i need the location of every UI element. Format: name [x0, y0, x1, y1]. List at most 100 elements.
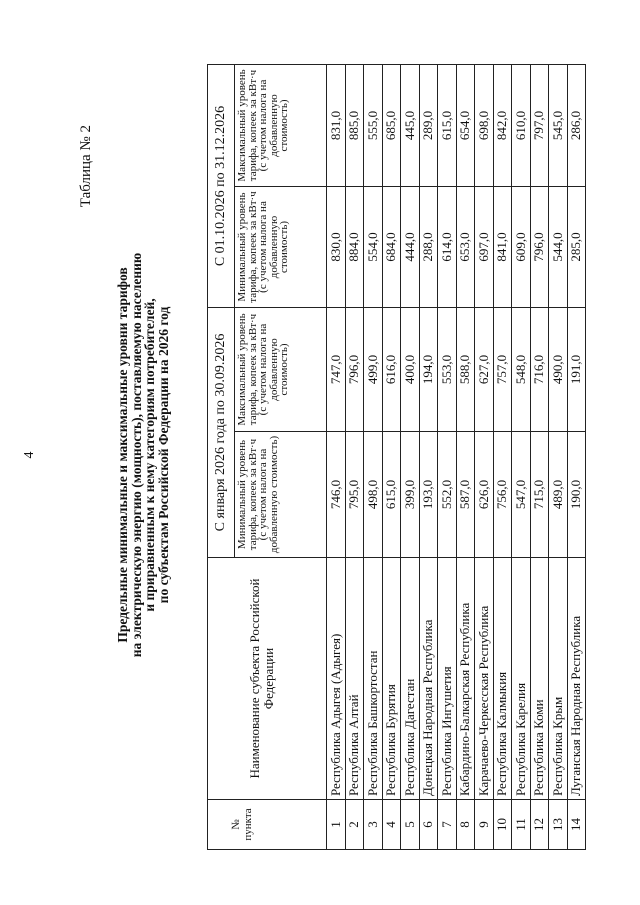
tariff-table: № пункта Наименование субъекта Российско… [207, 64, 586, 850]
title-line: по субъектам Российской Федерации на 202… [155, 306, 171, 604]
table-row: 10 Республика Калмыкия 756,0 757,0 841,0 842,… [493, 64, 512, 850]
min-tariff-period-2: 796,0 [530, 186, 549, 308]
min-tariff-period-1: 626,0 [474, 431, 493, 558]
title-line: Предельные минимальные и максимальные ур… [115, 267, 130, 643]
table-row: 5 Республика Дагестан 399,0 400,0 444,0 445,0 [400, 64, 419, 850]
region-name: Республика Карелия [511, 557, 530, 800]
min-tariff-period-1: 795,0 [345, 431, 364, 558]
max-tariff-period-2: 610,0 [511, 64, 530, 187]
row-number: 10 [493, 799, 512, 850]
table-row: 4 Республика Бурятия 615,0 616,0 684,0 685,0 [382, 64, 401, 850]
row-number: 3 [363, 799, 382, 850]
min-tariff-period-1: 746,0 [326, 431, 345, 558]
region-name: Республика Крым [548, 557, 567, 800]
region-name: Луганская Народная Республика [567, 557, 586, 800]
min-tariff-period-1: 552,0 [437, 431, 456, 558]
header-period-2: С 01.10.2026 по 31.12.2026 [207, 64, 235, 308]
max-tariff-period-2: 797,0 [530, 64, 549, 187]
row-number: 2 [345, 799, 364, 850]
region-name: Республика Башкортостан [363, 557, 382, 800]
header-min-2: Минимальный уровень тарифа, копеек за кВ… [234, 186, 327, 308]
title-line: на электрическую энергию (мощность), пос… [128, 252, 144, 658]
min-tariff-period-2: 884,0 [345, 186, 364, 308]
table-row: 11 Республика Карелия 547,0 548,0 609,0 610,0 [511, 64, 530, 850]
region-name: Республика Алтай [345, 557, 364, 800]
max-tariff-period-1: 747,0 [326, 307, 345, 432]
table-row: 1 Республика Адыгея (Адыгея) 746,0 747,0 830… [326, 64, 345, 850]
row-number: 8 [456, 799, 475, 850]
header-max-1: Максимальный уровень тарифа, копеек за к… [234, 307, 327, 432]
table-row: 8 Кабардино-Балкарская Республика 587,0 588… [456, 64, 475, 850]
max-tariff-period-2: 654,0 [456, 64, 475, 187]
region-name: Республика Дагестан [400, 557, 419, 800]
min-tariff-period-1: 615,0 [382, 431, 401, 558]
region-name: Кабардино-Балкарская Республика [456, 557, 475, 800]
table-row: 3 Республика Башкортостан 498,0 499,0 554,0 5… [363, 64, 382, 850]
region-name: Республика Коми [530, 557, 549, 800]
min-tariff-period-1: 587,0 [456, 431, 475, 558]
min-tariff-period-1: 756,0 [493, 431, 512, 558]
region-name: Республика Калмыкия [493, 557, 512, 800]
row-number: 6 [419, 799, 438, 850]
row-number: 14 [567, 799, 586, 850]
table-row: 6 Донецкая Народная Республика 193,0 194,0 2… [419, 64, 438, 850]
max-tariff-period-1: 194,0 [419, 307, 438, 432]
page-number: 4 [22, 451, 37, 459]
row-number: 9 [474, 799, 493, 850]
region-name: Донецкая Народная Республика [419, 557, 438, 800]
max-tariff-period-1: 191,0 [567, 307, 586, 432]
table-row: 14 Луганская Народная Республика 190,0 191,… [567, 64, 586, 850]
max-tariff-period-2: 286,0 [567, 64, 586, 187]
row-number: 12 [530, 799, 549, 850]
max-tariff-period-2: 445,0 [400, 64, 419, 187]
min-tariff-period-2: 285,0 [567, 186, 586, 308]
min-tariff-period-2: 288,0 [419, 186, 438, 308]
max-tariff-period-1: 627,0 [474, 307, 493, 432]
table-label: Таблица № 2 [78, 125, 94, 208]
min-tariff-period-2: 841,0 [493, 186, 512, 308]
max-tariff-period-2: 885,0 [345, 64, 364, 187]
max-tariff-period-1: 716,0 [530, 307, 549, 432]
min-tariff-period-2: 697,0 [474, 186, 493, 308]
min-tariff-period-1: 489,0 [548, 431, 567, 558]
min-tariff-period-2: 684,0 [382, 186, 401, 308]
row-number: 5 [400, 799, 419, 850]
max-tariff-period-1: 499,0 [363, 307, 382, 432]
max-tariff-period-1: 796,0 [345, 307, 364, 432]
max-tariff-period-1: 757,0 [493, 307, 512, 432]
row-number: 4 [382, 799, 401, 850]
min-tariff-period-2: 609,0 [511, 186, 530, 308]
max-tariff-period-1: 400,0 [400, 307, 419, 432]
min-tariff-period-1: 498,0 [363, 431, 382, 558]
row-number: 1 [326, 799, 345, 850]
header-period-1: С января 2026 года по 30.09.2026 [207, 307, 235, 558]
max-tariff-period-1: 548,0 [511, 307, 530, 432]
region-name: Карачаево-Черкесская Республика [474, 557, 493, 800]
max-tariff-period-2: 289,0 [419, 64, 438, 187]
max-tariff-period-2: 698,0 [474, 64, 493, 187]
row-number: 13 [548, 799, 567, 850]
min-tariff-period-1: 193,0 [419, 431, 438, 558]
table-row: 13 Республика Крым 489,0 490,0 544,0 545,0 [548, 64, 567, 850]
max-tariff-period-1: 553,0 [437, 307, 456, 432]
min-tariff-period-2: 554,0 [363, 186, 382, 308]
table-row: 12 Республика Коми 715,0 716,0 796,0 797,0 [530, 64, 549, 850]
header-name: Наименование субъекта Российской Федерац… [207, 557, 327, 800]
max-tariff-period-1: 490,0 [548, 307, 567, 432]
region-name: Республика Ингушетия [437, 557, 456, 800]
table-row: 7 Республика Ингушетия 552,0 553,0 614,0 615,… [437, 64, 456, 850]
max-tariff-period-1: 588,0 [456, 307, 475, 432]
min-tariff-period-2: 544,0 [548, 186, 567, 308]
header-max-2: Максимальный уровень тарифа, копеек за к… [234, 64, 327, 187]
header-number: № пункта [207, 799, 327, 850]
min-tariff-period-1: 190,0 [567, 431, 586, 558]
min-tariff-period-1: 715,0 [530, 431, 549, 558]
max-tariff-period-2: 685,0 [382, 64, 401, 187]
min-tariff-period-2: 830,0 [326, 186, 345, 308]
min-tariff-period-2: 444,0 [400, 186, 419, 308]
region-name: Республика Бурятия [382, 557, 401, 800]
min-tariff-period-1: 547,0 [511, 431, 530, 558]
max-tariff-period-2: 615,0 [437, 64, 456, 187]
min-tariff-period-2: 614,0 [437, 186, 456, 308]
